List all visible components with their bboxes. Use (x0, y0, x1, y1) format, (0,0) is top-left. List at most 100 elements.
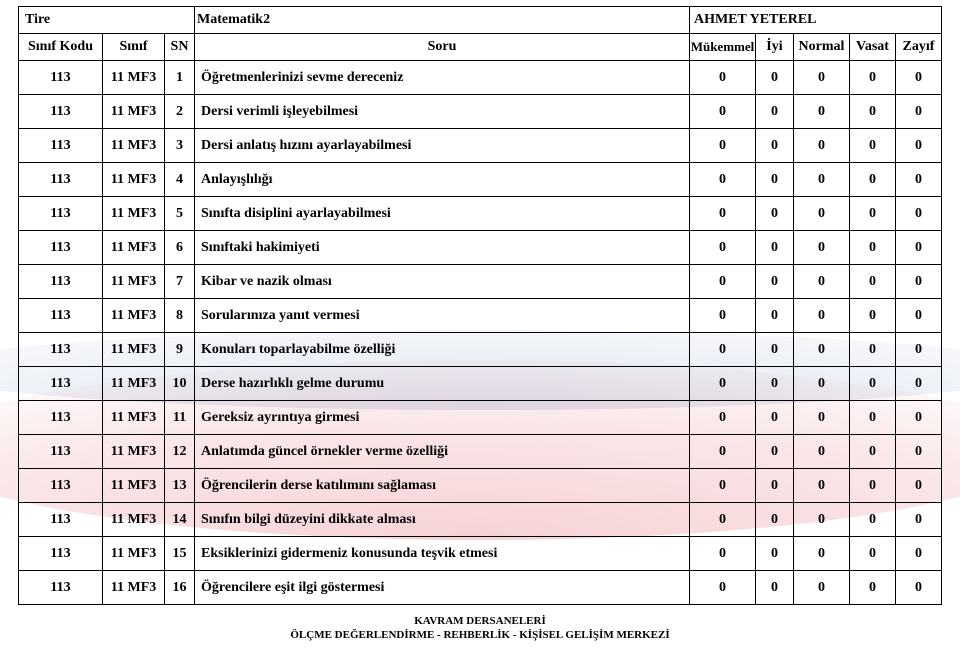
cell-soru: Sınıfta disiplini ayarlayabilmesi (195, 197, 690, 231)
cell-zayif: 0 (895, 95, 941, 129)
table-row: 11311 MF315Eksiklerinizi gidermeniz konu… (19, 537, 942, 571)
cell-iyi: 0 (755, 367, 793, 401)
cell-sn: 6 (165, 231, 195, 265)
cell-zayif: 0 (895, 129, 941, 163)
table-row: 11311 MF37Kibar ve nazik olması00000 (19, 265, 942, 299)
cell-sn: 7 (165, 265, 195, 299)
cell-sn: 12 (165, 435, 195, 469)
cell-vasat: 0 (849, 333, 895, 367)
cell-sn: 4 (165, 163, 195, 197)
cell-iyi: 0 (755, 129, 793, 163)
cell-sn: 16 (165, 571, 195, 605)
table-row: 11311 MF36Sınıftaki hakimiyeti00000 (19, 231, 942, 265)
cell-kodu: 113 (19, 265, 103, 299)
cell-kodu: 113 (19, 401, 103, 435)
table-row: 11311 MF35Sınıfta disiplini ayarlayabilm… (19, 197, 942, 231)
cell-vasat: 0 (849, 163, 895, 197)
cell-sinif: 11 MF3 (103, 469, 165, 503)
cell-vasat: 0 (849, 537, 895, 571)
cell-iyi: 0 (755, 333, 793, 367)
cell-mukemmel: 0 (689, 95, 755, 129)
cell-iyi: 0 (755, 231, 793, 265)
header-row: Sınıf Kodu Sınıf SN Soru Mükemmel İyi No… (19, 34, 942, 61)
cell-soru: Öğrencilere eşit ilgi göstermesi (195, 571, 690, 605)
cell-sinif: 11 MF3 (103, 231, 165, 265)
cell-kodu: 113 (19, 469, 103, 503)
col-normal: Normal (793, 34, 849, 61)
cell-iyi: 0 (755, 265, 793, 299)
table-row: 11311 MF316Öğrencilere eşit ilgi gösterm… (19, 571, 942, 605)
table-row: 11311 MF311Gereksiz ayrıntıya girmesi000… (19, 401, 942, 435)
cell-soru: Dersi verimli işleyebilmesi (195, 95, 690, 129)
cell-sn: 15 (165, 537, 195, 571)
cell-kodu: 113 (19, 367, 103, 401)
cell-soru: Dersi anlatış hızını ayarlayabilmesi (195, 129, 690, 163)
cell-sn: 5 (165, 197, 195, 231)
cell-sinif: 11 MF3 (103, 435, 165, 469)
cell-vasat: 0 (849, 401, 895, 435)
col-iyi: İyi (755, 34, 793, 61)
page: Tire Matematik2 AHMET YETEREL Sınıf Kodu… (0, 0, 960, 656)
cell-vasat: 0 (849, 571, 895, 605)
cell-zayif: 0 (895, 333, 941, 367)
cell-sinif: 11 MF3 (103, 333, 165, 367)
cell-vasat: 0 (849, 299, 895, 333)
cell-zayif: 0 (895, 537, 941, 571)
cell-normal: 0 (793, 367, 849, 401)
cell-sinif: 11 MF3 (103, 503, 165, 537)
table-row: 11311 MF34Anlayışlılığı00000 (19, 163, 942, 197)
cell-sinif: 11 MF3 (103, 163, 165, 197)
table-row: 11311 MF31Öğretmenlerinizi sevme derecen… (19, 61, 942, 95)
cell-iyi: 0 (755, 571, 793, 605)
cell-iyi: 0 (755, 503, 793, 537)
cell-sn: 14 (165, 503, 195, 537)
cell-vasat: 0 (849, 469, 895, 503)
cell-zayif: 0 (895, 469, 941, 503)
cell-zayif: 0 (895, 197, 941, 231)
cell-normal: 0 (793, 333, 849, 367)
cell-vasat: 0 (849, 197, 895, 231)
cell-sinif: 11 MF3 (103, 571, 165, 605)
cell-kodu: 113 (19, 571, 103, 605)
cell-normal: 0 (793, 95, 849, 129)
cell-zayif: 0 (895, 503, 941, 537)
cell-normal: 0 (793, 163, 849, 197)
cell-mukemmel: 0 (689, 265, 755, 299)
cell-normal: 0 (793, 503, 849, 537)
cell-soru: Sınıftaki hakimiyeti (195, 231, 690, 265)
cell-sinif: 11 MF3 (103, 265, 165, 299)
table-row: 11311 MF33Dersi anlatış hızını ayarlayab… (19, 129, 942, 163)
cell-zayif: 0 (895, 163, 941, 197)
cell-zayif: 0 (895, 265, 941, 299)
cell-kodu: 113 (19, 503, 103, 537)
cell-sn: 11 (165, 401, 195, 435)
cell-vasat: 0 (849, 503, 895, 537)
cell-kodu: 113 (19, 163, 103, 197)
cell-zayif: 0 (895, 231, 941, 265)
cell-soru: Öğrencilerin derse katılımını sağlaması (195, 469, 690, 503)
cell-iyi: 0 (755, 469, 793, 503)
col-sn: SN (165, 34, 195, 61)
cell-sn: 9 (165, 333, 195, 367)
footer: KAVRAM DERSANELERİ ÖLÇME DEĞERLENDİRME -… (18, 615, 942, 643)
cell-sinif: 11 MF3 (103, 197, 165, 231)
cell-soru: Sınıfın bilgi düzeyini dikkate alması (195, 503, 690, 537)
cell-kodu: 113 (19, 61, 103, 95)
cell-normal: 0 (793, 197, 849, 231)
content: Tire Matematik2 AHMET YETEREL Sınıf Kodu… (18, 6, 942, 643)
table-row: 11311 MF32Dersi verimli işleyebilmesi000… (19, 95, 942, 129)
cell-kodu: 113 (19, 299, 103, 333)
cell-sinif: 11 MF3 (103, 537, 165, 571)
table-row: 11311 MF38Sorularınıza yanıt vermesi0000… (19, 299, 942, 333)
table-row: 11311 MF313Öğrencilerin derse katılımını… (19, 469, 942, 503)
cell-iyi: 0 (755, 61, 793, 95)
title-row: Tire Matematik2 AHMET YETEREL (19, 7, 942, 34)
cell-mukemmel: 0 (689, 469, 755, 503)
cell-soru: Öğretmenlerinizi sevme dereceniz (195, 61, 690, 95)
cell-sinif: 11 MF3 (103, 61, 165, 95)
cell-vasat: 0 (849, 367, 895, 401)
cell-iyi: 0 (755, 401, 793, 435)
cell-mukemmel: 0 (689, 503, 755, 537)
title-mid: Matematik2 (195, 7, 690, 34)
cell-mukemmel: 0 (689, 333, 755, 367)
